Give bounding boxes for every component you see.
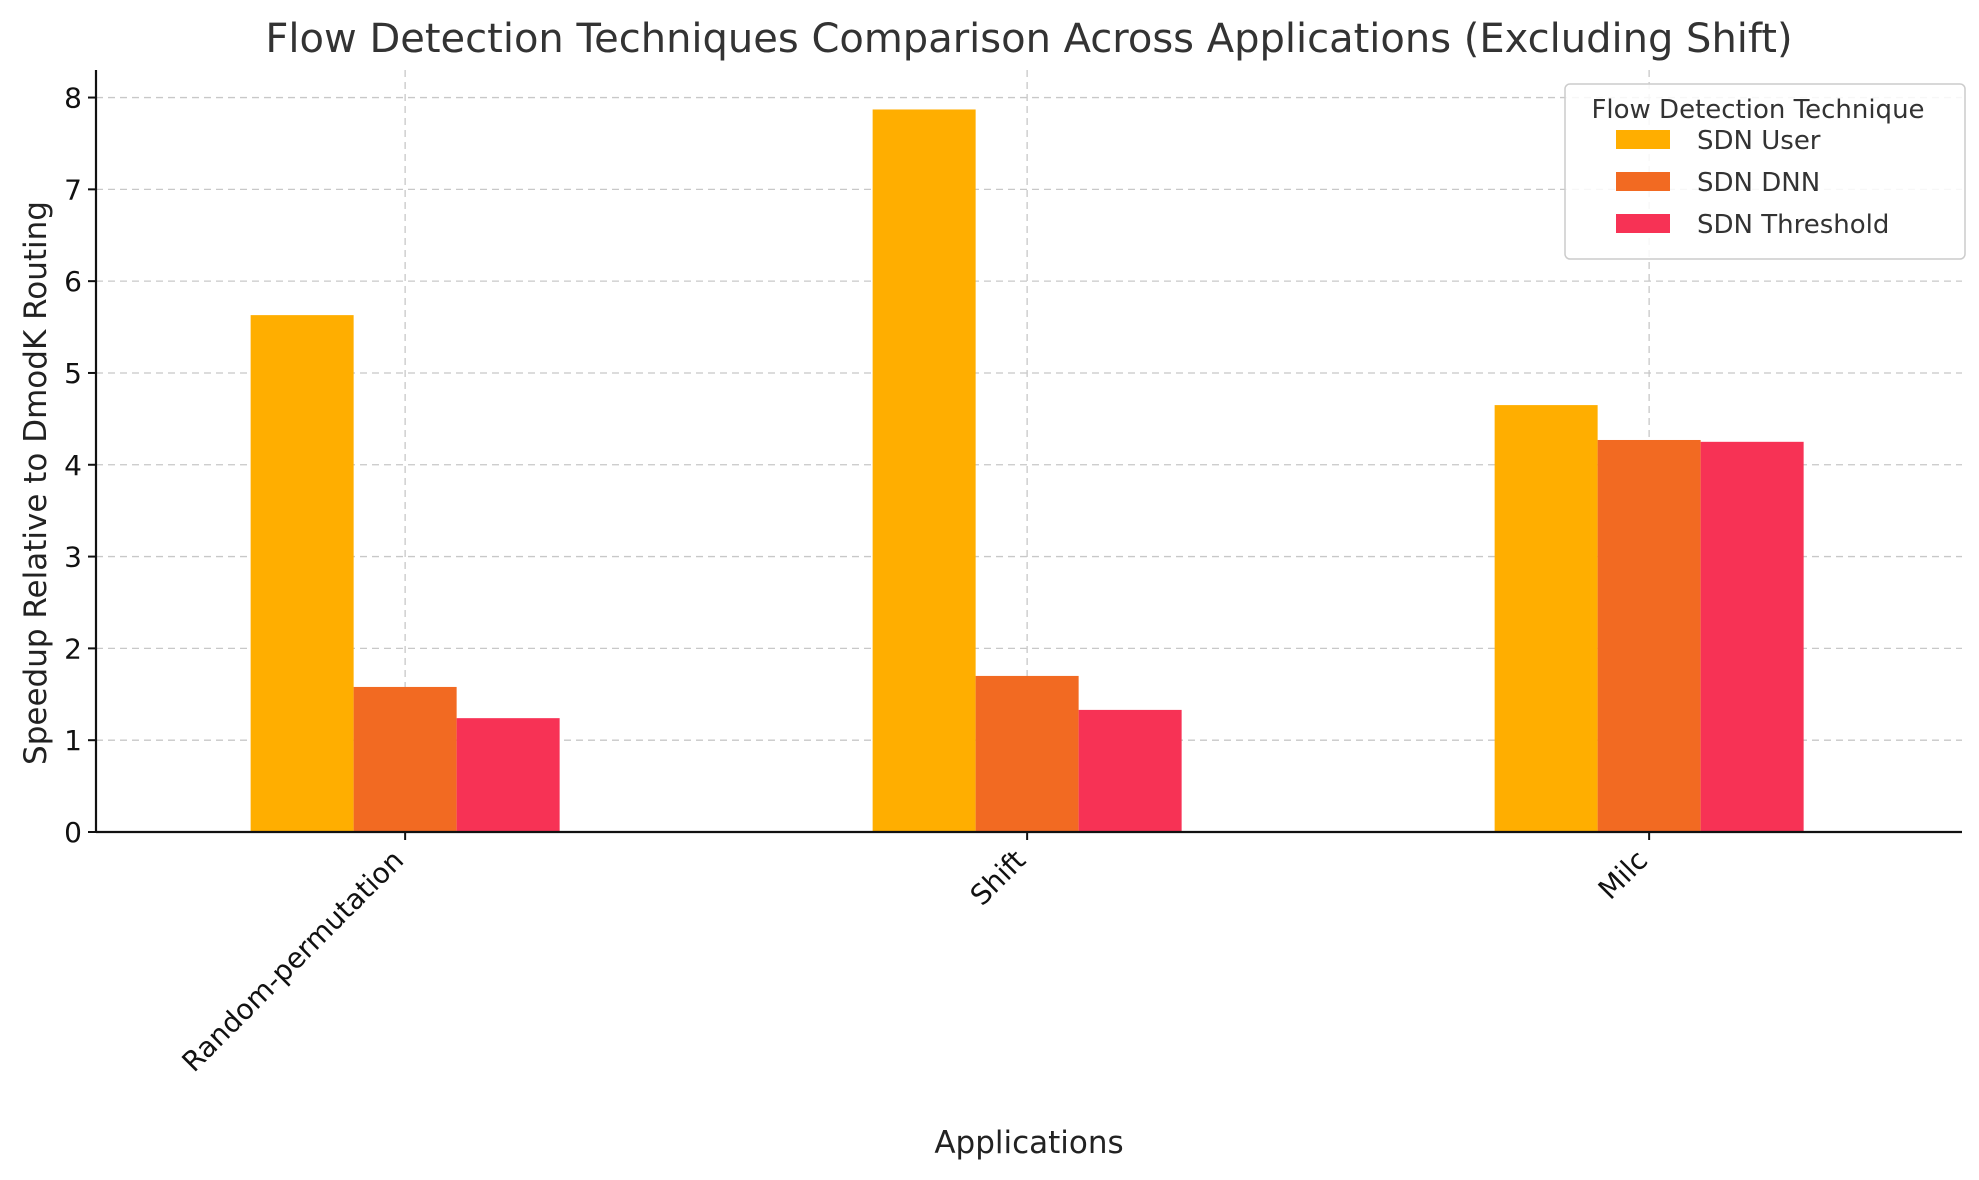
x-axis-label: Applications [934, 1125, 1123, 1161]
legend-label: SDN Threshold [1697, 210, 1889, 240]
y-tick-label: 6 [64, 265, 82, 298]
legend-items: SDN User SDN DNN SDN Threshold [1616, 126, 1889, 240]
bar-sdn-dnn-milc [1597, 439, 1701, 832]
y-tick-label: 7 [64, 173, 82, 206]
y-tick-label: 0 [64, 816, 82, 849]
x-tick-labels: Random-permutation Shift Milc [175, 844, 1654, 1079]
y-axis-label: Speedup Relative to DmodK Routing [18, 201, 54, 765]
axes [88, 70, 1962, 840]
bar-sdn-dnn-random-permutation [353, 686, 457, 832]
y-tick-label: 3 [64, 541, 82, 574]
legend-title: Flow Detection Technique [1591, 95, 1924, 125]
y-tick-labels: 0 1 2 3 4 5 6 7 8 [64, 82, 82, 849]
bar-sdn-user-milc [1494, 405, 1598, 832]
x-tick-label: Random-permutation [175, 844, 410, 1079]
y-tick-label: 4 [64, 449, 82, 482]
legend-label: SDN User [1697, 126, 1821, 156]
legend: Flow Detection Technique SDN User SDN DNN… [1564, 83, 1966, 260]
legend-swatch [1616, 214, 1670, 233]
bar-sdn-user-random-permutation [250, 315, 354, 832]
bar-sdn-dnn-shift [975, 675, 1079, 832]
bar-sdn-threshold-random-permutation [456, 718, 560, 832]
legend-swatch [1616, 172, 1670, 191]
x-tick-label: Shift [964, 844, 1032, 912]
legend-label: SDN DNN [1697, 168, 1820, 198]
y-tick-label: 5 [64, 357, 82, 390]
y-tick-label: 2 [64, 632, 82, 665]
y-tick-label: 8 [64, 82, 82, 115]
bar-sdn-user-shift [872, 109, 976, 832]
x-tick-label: Milc [1592, 844, 1654, 906]
bar-sdn-threshold-shift [1078, 709, 1182, 832]
bars [250, 109, 1804, 832]
chart-title: Flow Detection Techniques Comparison Acr… [265, 16, 1792, 62]
y-tick-label: 1 [64, 724, 82, 757]
legend-swatch [1616, 130, 1670, 149]
bar-sdn-threshold-milc [1700, 441, 1804, 832]
